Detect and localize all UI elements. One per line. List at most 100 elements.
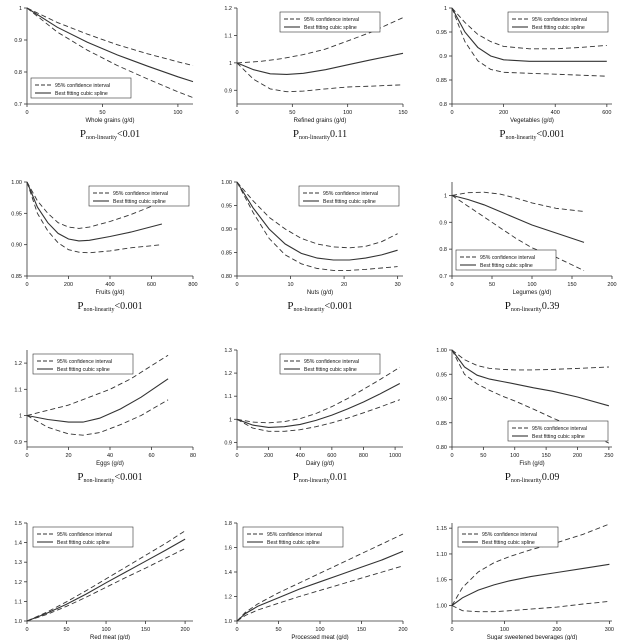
chart-panel: 0 100 200 300 1.00 1.05 1.10 1.15 Sugar sweetene… [436, 523, 614, 640]
legend-box [298, 185, 400, 207]
y-tick-label: 1.2 [14, 580, 22, 586]
legend-box [507, 11, 609, 33]
legend: 95% confidence interval Best fitting cubi… [32, 526, 134, 548]
legend-box [279, 11, 381, 33]
x-tick-label: 60 [148, 453, 154, 459]
x-tick-label: 0 [450, 110, 453, 116]
series-line-spline [451, 194, 585, 243]
p-nonlinearity-caption: Pnon-linearity<0.001 [499, 128, 564, 141]
y-tick-label: 1.4 [14, 541, 22, 547]
series-line-upper-ci [236, 366, 401, 424]
y-tick-label: 1.1 [224, 394, 232, 400]
y-tick-label: 0.9 [224, 88, 232, 94]
series-line-spline [236, 550, 404, 622]
y-tick-label: 1.5 [14, 521, 22, 527]
series-line-upper-ci [236, 17, 404, 64]
y-tick-label: 1.6 [224, 546, 232, 552]
series-line-upper-ci [236, 533, 404, 622]
chart-panel: 0 200 400 600 0.8 0.85 0.9 0.95 1 Vegetables (g/d… [436, 6, 612, 141]
x-axis-label: Processed meat (g/d) [291, 635, 348, 640]
legend-label-ci: 95% confidence interval [55, 83, 110, 89]
chart-panel: 0 50 100 150 0.9 1 1.1 1.2 Refined grains (g/d) 9… [224, 6, 407, 141]
y-tick-label: 0.95 [221, 204, 232, 210]
series-line-lower-ci [451, 7, 607, 77]
legend-label-ci: 95% confidence interval [57, 532, 112, 538]
legend: 95% confidence interval Best fitting cubi… [32, 353, 134, 375]
p-nonlinearity-caption: Pnon-linearity<0.001 [287, 300, 352, 313]
y-tick-label: 1.1 [224, 33, 232, 39]
legend-label-ci: 95% confidence interval [323, 191, 378, 197]
y-tick-label: 1 [444, 6, 447, 12]
legend-box [88, 185, 190, 207]
series-line-lower-ci [236, 62, 404, 93]
legend-box [279, 353, 381, 375]
series-line-lower-ci [26, 399, 169, 436]
p-nonlinearity-caption: Pnon-linearity<0.001 [77, 300, 142, 313]
x-tick-label: 300 [605, 627, 614, 633]
y-tick-label: 0.7 [439, 274, 447, 280]
x-tick-label: 200 [607, 282, 616, 288]
x-tick-label: 150 [141, 627, 150, 633]
x-tick-label: 100 [343, 110, 352, 116]
x-tick-label: 100 [173, 110, 182, 116]
y-tick-label: 1.00 [221, 180, 232, 186]
y-tick-label: 1 [19, 414, 22, 420]
y-tick-label: 1.8 [224, 521, 232, 527]
legend-box [455, 249, 557, 271]
y-tick-label: 0.85 [221, 251, 232, 257]
x-tick-label: 600 [147, 282, 156, 288]
series-line-upper-ci [236, 181, 398, 249]
chart-panel: 0 50 100 150 200 0.7 0.8 0.9 1 Legumes (g/d) 95% c… [439, 182, 617, 313]
x-tick-label: 50 [99, 110, 105, 116]
legend-label-spline: Best fitting cubic spline [57, 540, 110, 546]
x-tick-label: 50 [289, 110, 295, 116]
series-line-upper-ci [26, 530, 186, 622]
legend-label-spline: Best fitting cubic spline [304, 25, 357, 31]
y-tick-label: 1.15 [436, 526, 447, 532]
x-tick-label: 50 [489, 282, 495, 288]
x-tick-label: 200 [573, 453, 582, 459]
y-tick-label: 1.3 [14, 560, 22, 566]
chart-panel: 0 50 100 0.7 0.8 0.9 1 Whole grains (g/d) 95% co… [14, 6, 194, 141]
legend-box [32, 353, 134, 375]
legend-label-spline: Best fitting cubic spline [532, 25, 585, 31]
x-axis-label: Fruits (g/d) [95, 290, 124, 296]
chart-panel: 0 200 400 600 800 1000 0.9 1 1.1 1.2 1.3 Dairy (g/d… [224, 348, 403, 484]
legend-box [30, 77, 132, 99]
x-tick-label: 20 [65, 453, 71, 459]
x-tick-label: 0 [235, 282, 238, 288]
x-tick-label: 600 [602, 110, 611, 116]
series-line-spline [236, 181, 398, 261]
series-line-spline [26, 7, 194, 83]
series-line-upper-ci [451, 191, 585, 212]
legend: 95% confidence interval Best fitting cubi… [279, 11, 381, 33]
legend-box [32, 526, 134, 548]
chart-panel: 0 50 100 150 200 1.0 1.2 1.4 1.6 1.8 Processed mea… [224, 521, 407, 640]
x-tick-label: 100 [101, 627, 110, 633]
y-tick-label: 0.85 [436, 78, 447, 84]
legend-label-ci: 95% confidence interval [532, 17, 587, 23]
x-tick-label: 0 [25, 453, 28, 459]
legend-label-spline: Best fitting cubic spline [304, 367, 357, 373]
legend-label-spline: Best fitting cubic spline [532, 434, 585, 440]
p-nonlinearity-caption: Pnon-linearity0.09 [505, 471, 560, 484]
x-tick-label: 200 [552, 627, 561, 633]
legend: 95% confidence interval Best fitting cubi… [30, 77, 132, 99]
x-axis-label: Fish (g/d) [519, 461, 544, 467]
legend-label-spline: Best fitting cubic spline [482, 540, 535, 546]
series-line-lower-ci [451, 600, 610, 613]
y-tick-label: 0.8 [439, 102, 447, 108]
y-tick-label: 1.10 [436, 552, 447, 558]
legend-label-ci: 95% confidence interval [480, 255, 535, 261]
legend: 95% confidence interval Best fitting cubi… [457, 526, 559, 548]
x-tick-label: 250 [604, 453, 613, 459]
legend: 95% confidence interval Best fitting cubi… [88, 185, 190, 207]
y-tick-label: 1.0 [14, 619, 22, 625]
x-tick-label: 50 [275, 627, 281, 633]
y-tick-label: 0.9 [439, 220, 447, 226]
x-tick-label: 150 [357, 627, 366, 633]
series-line-lower-ci [236, 399, 400, 432]
x-tick-label: 150 [398, 110, 407, 116]
legend-label-ci: 95% confidence interval [304, 359, 359, 365]
x-tick-label: 0 [235, 453, 238, 459]
